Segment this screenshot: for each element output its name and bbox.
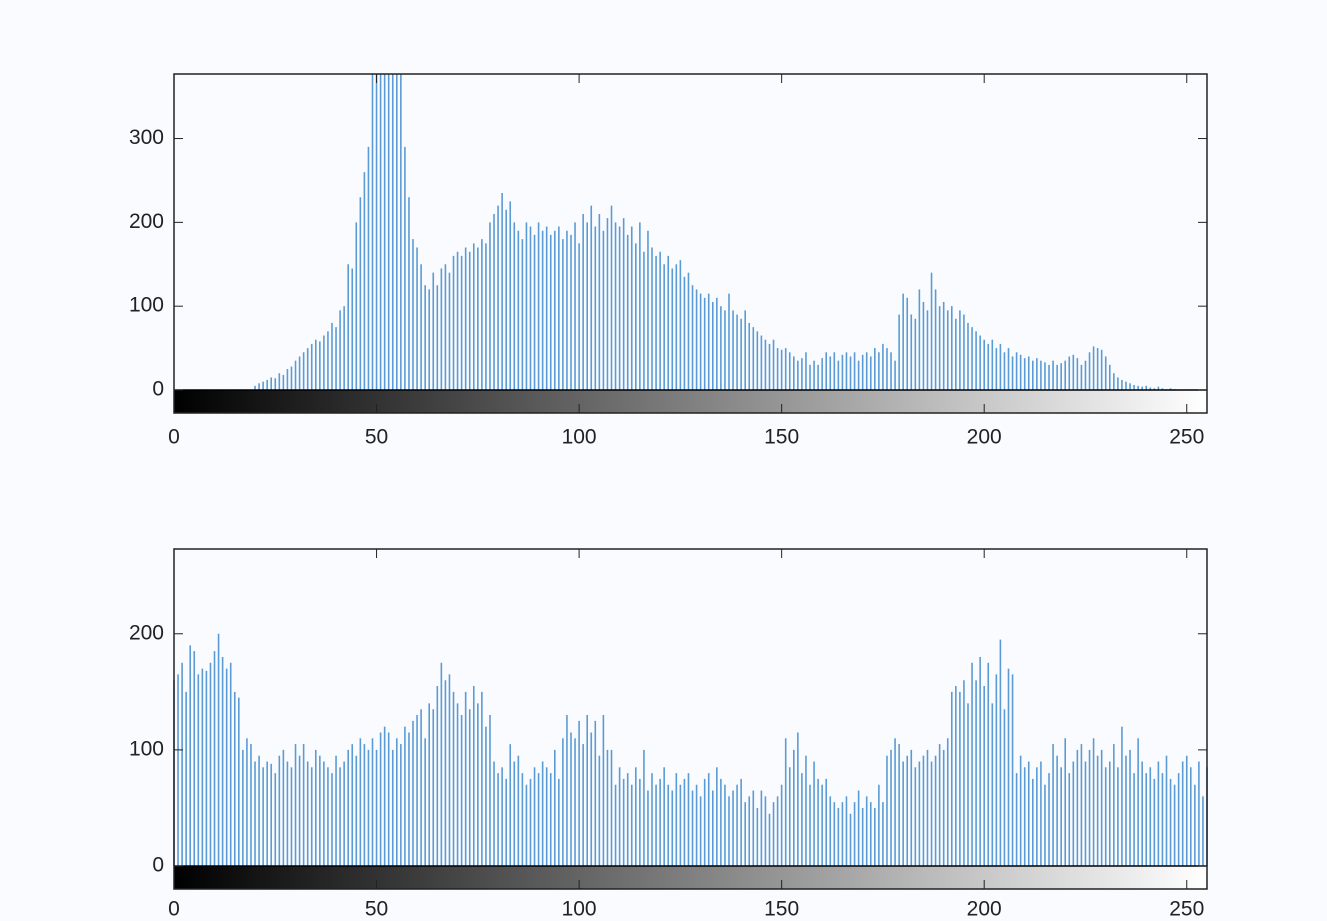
y-tick-label: 200 xyxy=(129,621,164,644)
x-tick-label: 150 xyxy=(764,898,799,921)
x-tick-label: 200 xyxy=(967,426,1002,449)
y-tick-label: 300 xyxy=(129,126,164,149)
y-tick-label: 100 xyxy=(129,737,164,760)
axes-frame xyxy=(173,73,1208,414)
x-tick-label: 100 xyxy=(562,898,597,921)
y-tick-label: 0 xyxy=(152,378,164,401)
axes-frame xyxy=(173,548,1208,890)
colorbar xyxy=(174,390,1207,413)
x-tick-label: 50 xyxy=(365,426,388,449)
x-tick-label: 100 xyxy=(562,426,597,449)
x-tick-label: 0 xyxy=(168,898,180,921)
x-tick-label: 250 xyxy=(1169,898,1204,921)
y-tick-label: 200 xyxy=(129,210,164,233)
x-tick-label: 150 xyxy=(764,426,799,449)
x-tick-label: 0 xyxy=(168,426,180,449)
y-tick-label: 0 xyxy=(152,854,164,877)
plot-area xyxy=(174,74,1207,413)
plot-area xyxy=(174,549,1207,889)
x-tick-label: 50 xyxy=(365,898,388,921)
colorbar xyxy=(174,866,1207,889)
x-tick-label: 250 xyxy=(1169,426,1204,449)
y-tick-label: 100 xyxy=(129,294,164,317)
x-tick-label: 200 xyxy=(967,898,1002,921)
